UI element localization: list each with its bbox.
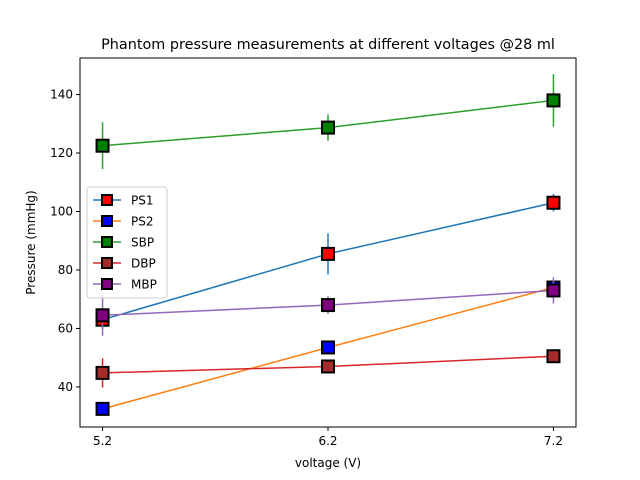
series-sbp xyxy=(95,74,561,170)
y-axis-title: Pressure (mmHg) xyxy=(24,190,38,294)
x-tick-label: 6.2 xyxy=(318,434,337,448)
legend-item-sbp: SBP xyxy=(93,236,154,250)
data-point xyxy=(321,298,335,313)
data-point xyxy=(321,359,335,374)
legend-item-dbp: DBP xyxy=(93,257,156,271)
legend-label: PS1 xyxy=(131,194,154,208)
legend-item-ps1: PS1 xyxy=(93,194,154,208)
data-point xyxy=(321,340,335,355)
legend-item-ps2: PS2 xyxy=(93,215,154,229)
y-tick-label: 100 xyxy=(50,205,73,219)
y-axis: 40 60 80 100 120 140 xyxy=(50,88,80,394)
legend-marker xyxy=(101,215,113,227)
series-dbp xyxy=(95,349,561,388)
legend: PS1 PS2 SBP DBP MBP xyxy=(86,186,168,299)
y-tick-label: 40 xyxy=(58,380,73,394)
legend-label: SBP xyxy=(131,236,154,250)
y-tick-label: 60 xyxy=(58,321,73,335)
legend-label: MBP xyxy=(131,278,157,292)
legend-marker xyxy=(101,194,113,206)
data-point xyxy=(546,349,561,364)
y-tick-label: 140 xyxy=(50,88,73,102)
series-mbp xyxy=(95,277,561,336)
data-point xyxy=(321,120,335,135)
data-point xyxy=(321,246,335,261)
x-axis-title: voltage (V) xyxy=(295,456,361,470)
x-axis: 5.2 6.2 7.2 xyxy=(93,427,563,448)
data-point xyxy=(546,195,561,210)
x-tick-label: 5.2 xyxy=(93,434,112,448)
data-point xyxy=(95,401,110,416)
data-point xyxy=(95,308,110,323)
data-point xyxy=(95,138,110,153)
legend-label: PS2 xyxy=(131,215,154,229)
y-tick-label: 80 xyxy=(58,263,73,277)
legend-marker xyxy=(101,236,113,248)
legend-marker xyxy=(101,257,113,269)
legend-box xyxy=(86,186,168,299)
data-point xyxy=(546,283,561,298)
legend-marker xyxy=(101,278,113,290)
legend-label: DBP xyxy=(131,257,156,271)
x-tick-label: 7.2 xyxy=(544,434,563,448)
y-tick-label: 120 xyxy=(50,146,73,160)
data-point xyxy=(95,365,110,380)
chart-title: Phantom pressure measurements at differe… xyxy=(101,37,555,53)
data-point xyxy=(546,93,561,108)
legend-item-mbp: MBP xyxy=(93,278,157,292)
series-layer xyxy=(95,74,561,416)
